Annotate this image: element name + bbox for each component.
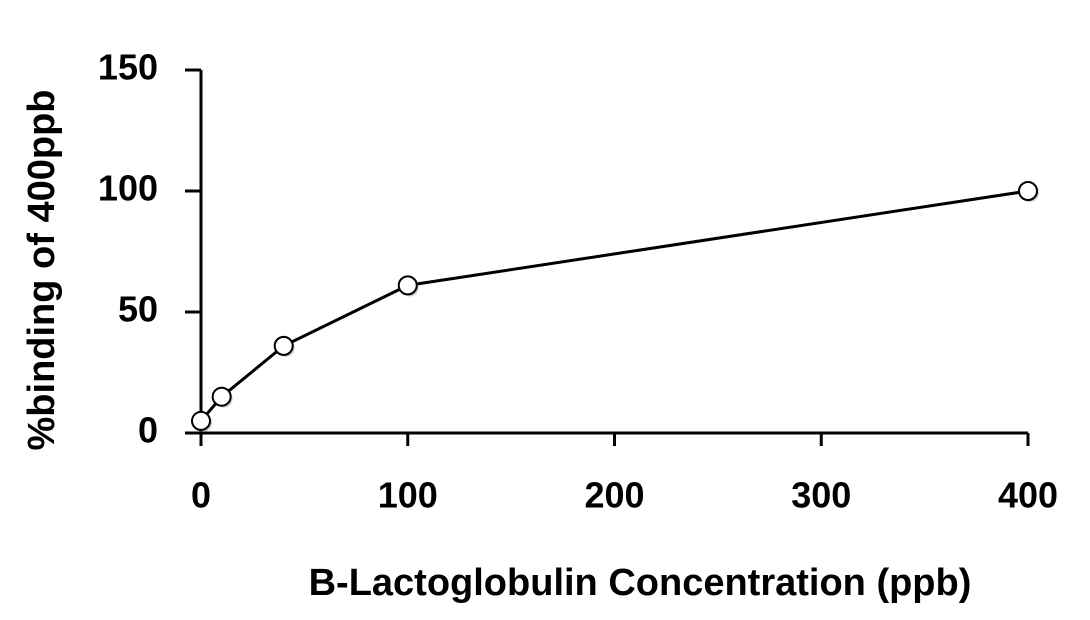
y-tick-label: 50 — [118, 289, 158, 330]
marker — [273, 335, 294, 356]
marker — [211, 386, 232, 407]
y-tick-label: 100 — [98, 168, 158, 209]
x-axis-title: B-Lactoglobulin Concentration (ppb) — [309, 562, 972, 604]
x-tick-label: 300 — [791, 475, 851, 516]
marker — [397, 275, 418, 296]
marker — [1018, 181, 1038, 201]
x-tick-label: 0 — [191, 475, 211, 516]
y-tick-label: 0 — [138, 410, 158, 451]
y-axis-title: %binding of 400ppb — [21, 90, 63, 451]
marker — [191, 410, 211, 431]
x-tick-label: 200 — [584, 475, 644, 516]
x-tick-label: 100 — [378, 475, 438, 516]
data-line — [199, 189, 1029, 422]
y-tick-label: 150 — [98, 47, 158, 88]
x-tick-label: 400 — [998, 475, 1058, 516]
